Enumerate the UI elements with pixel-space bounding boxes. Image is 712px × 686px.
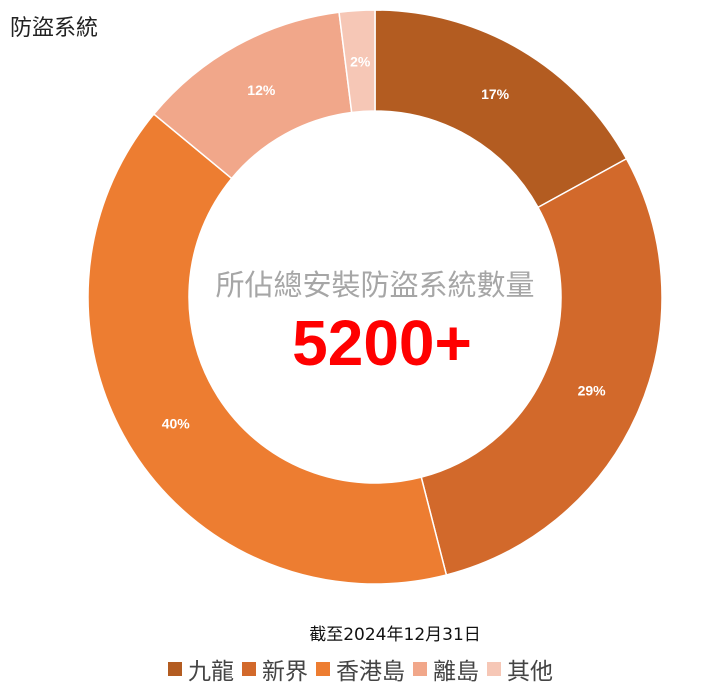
- legend-label-3: 離島: [433, 659, 479, 685]
- slice-label-3: 12%: [247, 82, 276, 98]
- legend-swatch-1: [242, 662, 256, 676]
- chart-title: 防盜系統: [10, 16, 99, 41]
- center-caption: 所佔總安裝防盜系統數量: [215, 268, 535, 302]
- legend-item-4: 其他: [487, 652, 553, 686]
- legend-label-4: 其他: [507, 659, 553, 685]
- legend-swatch-3: [413, 662, 427, 676]
- footnote: 截至2024年12月31日: [309, 625, 481, 645]
- slice-label-4: 2%: [350, 53, 371, 69]
- legend-swatch-0: [168, 662, 182, 676]
- slice-label-0: 17%: [481, 86, 510, 102]
- legend-item-0: 九龍: [168, 652, 234, 686]
- slice-4: [338, 9, 376, 114]
- slice-2: [87, 113, 448, 585]
- slice-0: [374, 9, 628, 209]
- legend-label-1: 新界: [262, 659, 308, 685]
- legend-swatch-2: [316, 662, 330, 676]
- slice-label-2: 40%: [162, 415, 191, 431]
- legend-swatch-4: [487, 662, 501, 676]
- donut-chart: 17% 29% 40% 12% 2%: [87, 9, 663, 585]
- legend-label-2: 香港島: [336, 659, 405, 685]
- legend: 九龍 新界 香港島 離島 其他: [168, 652, 553, 686]
- slice-1: [420, 157, 663, 576]
- legend-label-0: 九龍: [188, 659, 234, 685]
- legend-item-3: 離島: [413, 652, 479, 686]
- center-value: 5200+: [292, 307, 472, 379]
- slice-label-1: 29%: [578, 383, 607, 399]
- legend-item-1: 新界: [242, 652, 308, 686]
- legend-item-2: 香港島: [316, 652, 405, 686]
